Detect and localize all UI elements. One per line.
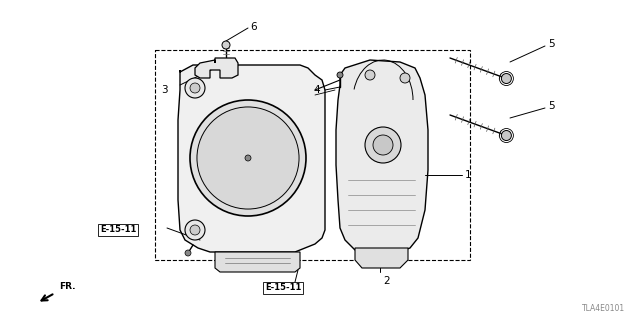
Text: 5: 5 [548, 39, 555, 49]
Circle shape [190, 83, 200, 93]
Circle shape [185, 250, 191, 256]
Circle shape [400, 73, 410, 83]
Polygon shape [195, 58, 238, 78]
Text: 3: 3 [161, 85, 168, 95]
Circle shape [185, 220, 205, 240]
Text: 5: 5 [548, 101, 555, 111]
Circle shape [501, 131, 511, 140]
Text: 2: 2 [383, 276, 390, 286]
Circle shape [245, 155, 251, 161]
Text: E-15-11: E-15-11 [100, 226, 136, 235]
Text: TLA4E0101: TLA4E0101 [582, 304, 625, 313]
Circle shape [197, 107, 299, 209]
Text: 6: 6 [250, 22, 257, 32]
Text: 4: 4 [314, 85, 320, 95]
Polygon shape [215, 252, 300, 272]
Circle shape [337, 72, 343, 78]
Circle shape [365, 70, 375, 80]
Circle shape [222, 41, 230, 49]
Circle shape [373, 135, 393, 155]
Circle shape [365, 127, 401, 163]
Polygon shape [178, 65, 325, 252]
Circle shape [501, 74, 511, 84]
Text: FR.: FR. [59, 282, 76, 291]
Text: E-15-11: E-15-11 [265, 284, 301, 292]
Polygon shape [355, 248, 408, 268]
Circle shape [185, 78, 205, 98]
Polygon shape [336, 60, 428, 255]
Circle shape [190, 225, 200, 235]
Bar [155, 50, 470, 260]
Text: 1: 1 [465, 170, 472, 180]
Circle shape [190, 100, 306, 216]
